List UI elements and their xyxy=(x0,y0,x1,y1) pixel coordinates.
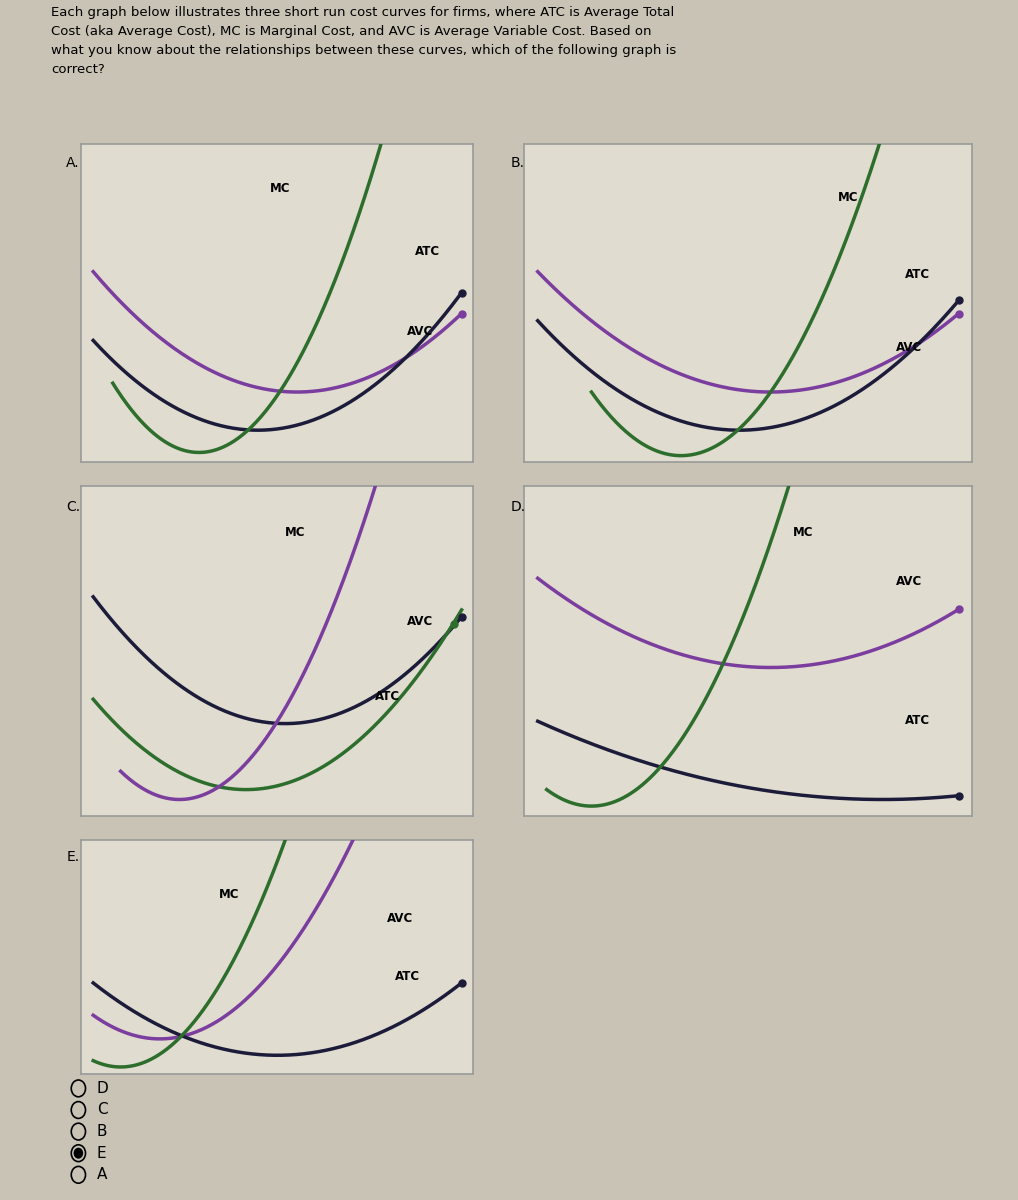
Text: MC: MC xyxy=(285,526,305,539)
Text: AVC: AVC xyxy=(407,325,433,337)
Text: ATC: ATC xyxy=(376,690,400,703)
Text: MC: MC xyxy=(838,191,858,204)
Text: A.: A. xyxy=(66,156,79,170)
Text: C.: C. xyxy=(66,500,80,515)
Text: D: D xyxy=(97,1081,109,1096)
Text: MC: MC xyxy=(270,181,290,194)
Text: ATC: ATC xyxy=(414,245,440,258)
Text: AVC: AVC xyxy=(896,575,922,588)
Text: B.: B. xyxy=(511,156,525,170)
Text: E.: E. xyxy=(66,850,79,864)
Text: AVC: AVC xyxy=(407,614,433,628)
Text: A: A xyxy=(97,1168,107,1182)
Text: D.: D. xyxy=(511,500,526,515)
Text: C: C xyxy=(97,1103,107,1117)
Text: MC: MC xyxy=(219,888,239,901)
Text: E: E xyxy=(97,1146,106,1160)
Text: Each graph below illustrates three short run cost curves for firms, where ATC is: Each graph below illustrates three short… xyxy=(51,6,676,76)
Text: ATC: ATC xyxy=(395,971,420,984)
Text: AVC: AVC xyxy=(387,912,413,925)
Text: ATC: ATC xyxy=(905,268,930,281)
Text: ATC: ATC xyxy=(905,714,930,726)
Text: MC: MC xyxy=(793,526,813,539)
Text: B: B xyxy=(97,1124,107,1139)
Text: AVC: AVC xyxy=(896,341,922,354)
